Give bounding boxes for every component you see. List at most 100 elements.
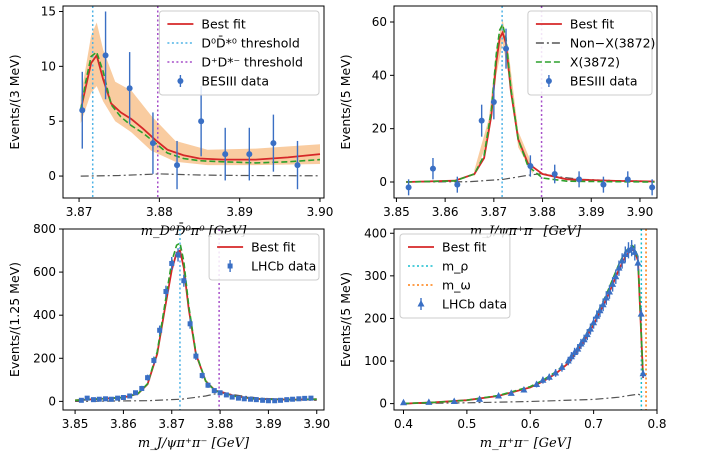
data-point (157, 327, 163, 333)
data-point (631, 248, 639, 255)
legend-label: BESIII data (570, 74, 638, 89)
data-point (612, 272, 620, 280)
x-tick-label: 3.90 (303, 417, 330, 431)
data-point (425, 398, 433, 405)
data-point (115, 395, 121, 401)
data-point (235, 395, 241, 401)
x-tick-label: 3.88 (529, 205, 556, 219)
legend-label: LHCb data (442, 297, 507, 312)
legend-label: m_ρ (442, 259, 468, 274)
data-point (618, 256, 626, 264)
data-point (577, 339, 585, 347)
axes-frame (62, 5, 325, 199)
data-point (621, 250, 629, 258)
panel-top-right: 3.85 3.86 3.87 3.88 3.89 3.900204060m_J/ψπ⁺π⁻… (338, 5, 658, 239)
data-point (265, 398, 271, 404)
curve-background (80, 173, 321, 177)
data-point (270, 140, 277, 147)
data-point (637, 310, 645, 317)
data-point (527, 163, 534, 169)
curve-signal (79, 50, 321, 164)
data-point (454, 181, 461, 188)
data-point (564, 357, 572, 364)
y-tick-label: 200 (33, 351, 56, 365)
uncertainty-band (80, 22, 320, 166)
data-point (615, 264, 623, 271)
legend-label: Best fit (201, 17, 246, 32)
x-tick-label: 3.85 (383, 205, 410, 219)
y-tick-label: 300 (364, 269, 387, 283)
data-point (120, 395, 126, 401)
x-tick-label: 3.86 (432, 205, 459, 219)
data-point (127, 393, 133, 399)
legend-box (399, 233, 511, 319)
x-tick-label: 3.87 (480, 205, 507, 219)
y-tick-label: 60 (372, 15, 387, 29)
data-point (278, 397, 283, 403)
data-point (241, 396, 247, 402)
data-point (145, 375, 151, 381)
x-axis-label: m_J/ψπ⁺π⁻ [GeV] (138, 436, 250, 451)
data-point (571, 348, 579, 356)
legend-label: LHCb data (251, 259, 316, 274)
data-point (539, 376, 547, 383)
data-point (450, 397, 458, 404)
y-tick-label: 100 (364, 354, 387, 368)
data-point (476, 395, 484, 402)
data-point (102, 52, 109, 59)
x-tick-label: 3.89 (578, 205, 605, 219)
data-point (624, 176, 631, 183)
data-point (290, 396, 296, 402)
data-point (649, 184, 656, 191)
y-tick-label: 15 (41, 4, 56, 18)
data-point (507, 389, 515, 396)
y-tick-label: 0 (48, 169, 56, 183)
x-axis-label: m_π⁺π⁻ [GeV] (480, 436, 572, 451)
y-tick-label: 40 (372, 68, 387, 82)
data-point (174, 162, 181, 169)
data-point (567, 352, 575, 360)
data-point (545, 373, 553, 380)
data-point (139, 385, 145, 391)
y-tick-label: 0 (379, 397, 387, 411)
data-point (246, 151, 253, 158)
legend-label: BESIII data (201, 74, 269, 89)
data-point (248, 396, 254, 402)
y-tick-label: 0 (379, 175, 387, 189)
x-tick-label: 0.4 (394, 417, 413, 431)
legend-label: D⁰D̄*⁰ threshold (201, 36, 299, 51)
data-point (478, 117, 485, 124)
y-axis-label: Events/(1.25 MeV) (7, 262, 22, 377)
plot-area (79, 6, 321, 198)
legend: Best fit D⁰D̄*⁰ threshold D⁺D*⁻ threshold B… (158, 10, 320, 96)
legend-label: Best fit (442, 240, 487, 255)
x-tick-label: 0.8 (647, 417, 666, 431)
data-point (296, 396, 302, 402)
data-point (108, 396, 114, 402)
data-point (260, 397, 266, 403)
data-point (169, 260, 175, 266)
legend-label: D⁺D*⁻ threshold (201, 55, 303, 70)
data-point (253, 397, 259, 403)
data-point (302, 395, 308, 401)
data-point (198, 118, 205, 125)
y-tick-label: 0 (48, 394, 56, 408)
data-point (90, 397, 96, 403)
data-point (490, 99, 497, 105)
x-tick-label: 3.89 (226, 205, 253, 219)
data-point (217, 390, 223, 396)
y-tick-label: 400 (364, 226, 387, 240)
data-point (628, 244, 636, 251)
data-point (163, 288, 169, 294)
legend-label: X(3872) (570, 55, 620, 70)
y-axis-label: Events/(3 MeV) (7, 54, 22, 149)
data-point (634, 259, 642, 266)
legend-label: m_ω (442, 278, 471, 293)
data-point (205, 382, 211, 388)
x-tick-label: 0.6 (521, 417, 540, 431)
y-axis-label: Events/(5 MeV) (338, 272, 353, 367)
data-point (175, 252, 181, 258)
legend-box (158, 10, 320, 96)
data-point (552, 368, 560, 376)
